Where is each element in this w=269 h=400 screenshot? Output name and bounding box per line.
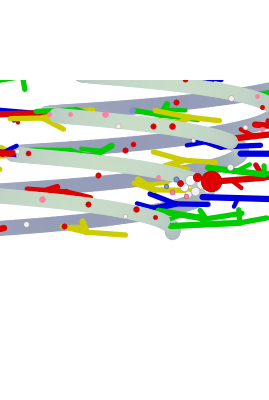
Point [174,98,178,105]
Point [26,150,31,156]
Point [184,193,188,199]
Point [188,177,193,184]
Point [86,201,90,208]
Point [24,221,28,227]
Point [130,106,135,113]
Point [228,164,232,170]
Point [186,190,190,197]
Point [170,123,175,130]
Point [102,111,107,118]
Point [260,104,264,110]
Point [182,183,186,190]
Point [174,176,178,182]
Point [151,123,155,129]
Point [229,95,233,101]
Point [122,147,127,153]
Point [194,174,199,180]
Point [199,181,203,188]
Point [205,186,209,192]
Point [243,124,247,130]
Point [183,75,187,82]
Point [131,141,135,147]
Point [116,123,121,129]
Point [62,223,66,229]
Point [123,213,128,220]
Point [156,174,160,180]
Point [15,147,19,154]
Point [134,206,138,212]
Point [96,172,101,178]
Point [68,111,72,118]
Point [40,196,44,202]
Point [163,182,168,189]
Point [191,136,195,143]
Point [178,180,182,187]
Point [153,214,157,220]
Point [260,125,264,132]
Point [192,188,197,194]
Point [255,93,259,99]
Point [0,150,4,157]
Point [46,111,51,117]
Point [169,188,174,195]
Point [209,178,213,184]
